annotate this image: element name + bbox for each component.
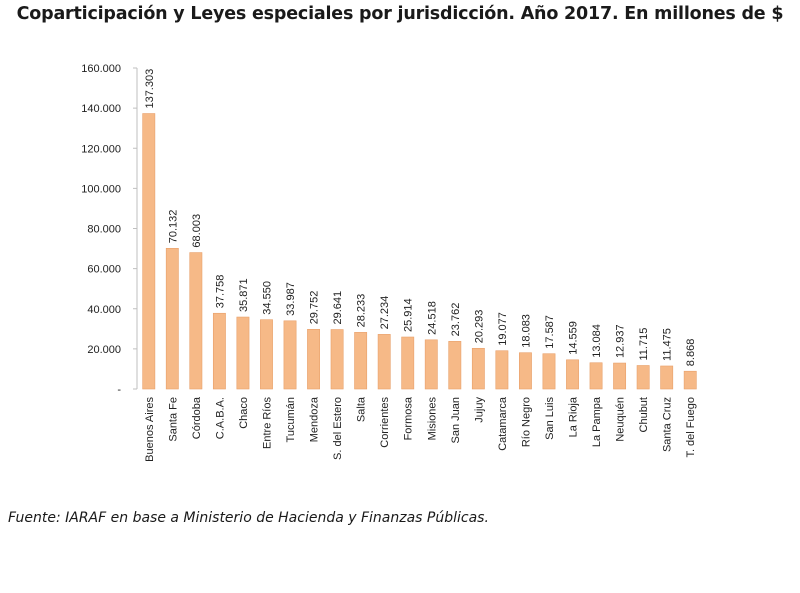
data-label: 33.987 bbox=[285, 282, 297, 316]
y-tick-label: 80.000 bbox=[87, 224, 121, 236]
bar bbox=[495, 350, 509, 390]
data-label: 17.587 bbox=[544, 315, 556, 349]
bar bbox=[354, 332, 368, 390]
bar bbox=[260, 319, 273, 390]
category-label: Mendoza bbox=[309, 396, 321, 442]
bar bbox=[424, 339, 438, 390]
category-label: Buenos Aires bbox=[144, 397, 156, 462]
data-label: 12.937 bbox=[615, 324, 627, 358]
category-label: Chaco bbox=[238, 397, 250, 429]
y-tick-label: 100.000 bbox=[81, 183, 121, 195]
data-label: 11.475 bbox=[662, 328, 674, 361]
bar bbox=[142, 113, 156, 390]
bar bbox=[401, 336, 415, 390]
bar bbox=[283, 320, 297, 390]
category-label: Córdoba bbox=[191, 396, 203, 439]
bar bbox=[165, 247, 179, 390]
category-label: San Luis bbox=[544, 397, 556, 440]
category-label: San Juan bbox=[450, 397, 462, 443]
bar bbox=[307, 329, 320, 390]
data-label: 13.084 bbox=[591, 324, 603, 358]
y-tick-label: - bbox=[117, 384, 121, 396]
chart-title: Coparticipación y Leyes especiales por j… bbox=[16, 4, 784, 24]
category-label: La Pampa bbox=[591, 396, 603, 447]
data-labels: 137.303 70.132 68.003 37.758 35.871 34.550 33.… bbox=[144, 69, 697, 366]
category-label: Río Negro bbox=[520, 397, 532, 447]
category-label: Chubut bbox=[638, 397, 650, 432]
category-label: Jujuy bbox=[473, 397, 485, 423]
data-label: 19.077 bbox=[497, 312, 509, 346]
category-label: Tucumán bbox=[285, 397, 297, 442]
category-label: C.A.B.A. bbox=[214, 397, 226, 439]
category-label: Misiones bbox=[426, 397, 438, 441]
data-label: 23.762 bbox=[450, 303, 462, 337]
y-tick-label: 20.000 bbox=[87, 344, 121, 356]
bar-chart: - 20.000 40.000 60.000 80.000 100.000 120.000 1… bbox=[81, 63, 697, 462]
data-label: 137.303 bbox=[144, 69, 156, 109]
y-axis: - 20.000 40.000 60.000 80.000 100.000 120.000 1… bbox=[81, 63, 137, 396]
source-note: Fuente: IARAF en base a Ministerio de Ha… bbox=[8, 510, 489, 526]
category-label: S. del Estero bbox=[332, 397, 344, 460]
category-label: Entre Ríos bbox=[261, 397, 273, 449]
data-label: 25.914 bbox=[403, 298, 415, 332]
bars bbox=[142, 113, 697, 390]
category-label: Corrientes bbox=[379, 397, 391, 448]
y-tick-label: 120.000 bbox=[81, 143, 121, 155]
category-label: Formosa bbox=[403, 396, 415, 440]
category-label: Neuquén bbox=[615, 397, 627, 442]
category-label: Salta bbox=[356, 396, 368, 422]
data-label: 35.871 bbox=[238, 278, 250, 312]
category-label: Santa Fe bbox=[167, 397, 179, 442]
data-label: 20.293 bbox=[473, 310, 485, 344]
bar bbox=[236, 316, 250, 390]
bar bbox=[636, 365, 650, 390]
category-label: Santa Cruz bbox=[662, 397, 674, 452]
data-label: 68.003 bbox=[191, 214, 203, 248]
data-label: 70.132 bbox=[167, 210, 179, 244]
y-tick-label: 60.000 bbox=[87, 264, 121, 276]
category-label: Catamarca bbox=[497, 396, 509, 451]
bar bbox=[660, 365, 674, 390]
category-label: La Rioja bbox=[568, 396, 580, 437]
y-tick-label: 160.000 bbox=[81, 63, 121, 75]
bar bbox=[330, 329, 344, 390]
bar bbox=[542, 353, 556, 390]
bar bbox=[566, 359, 579, 390]
data-label: 14.559 bbox=[568, 321, 580, 355]
bar bbox=[683, 370, 697, 390]
bar bbox=[589, 362, 603, 390]
y-tick-label: 40.000 bbox=[87, 304, 121, 316]
data-label: 34.550 bbox=[261, 281, 273, 315]
data-label: 27.234 bbox=[379, 296, 391, 330]
data-label: 18.083 bbox=[520, 314, 532, 348]
y-tick-label: 140.000 bbox=[81, 103, 121, 115]
bar bbox=[212, 312, 226, 390]
category-labels: Buenos Aires Santa Fe Córdoba C.A.B.A. Chaco… bbox=[144, 396, 697, 462]
data-label: 24.518 bbox=[426, 301, 438, 335]
bar bbox=[189, 252, 203, 390]
category-label: T. del Fuego bbox=[685, 397, 697, 458]
data-label: 11.715 bbox=[638, 328, 650, 361]
bar bbox=[471, 347, 485, 390]
bar bbox=[448, 341, 462, 390]
data-label: 37.758 bbox=[214, 275, 226, 309]
data-label: 8.868 bbox=[685, 339, 697, 367]
data-label: 28.233 bbox=[356, 294, 368, 328]
data-label: 29.752 bbox=[309, 291, 321, 325]
bar bbox=[613, 362, 627, 390]
bar bbox=[519, 352, 532, 390]
data-label: 29.641 bbox=[332, 291, 344, 325]
bar bbox=[377, 334, 391, 390]
